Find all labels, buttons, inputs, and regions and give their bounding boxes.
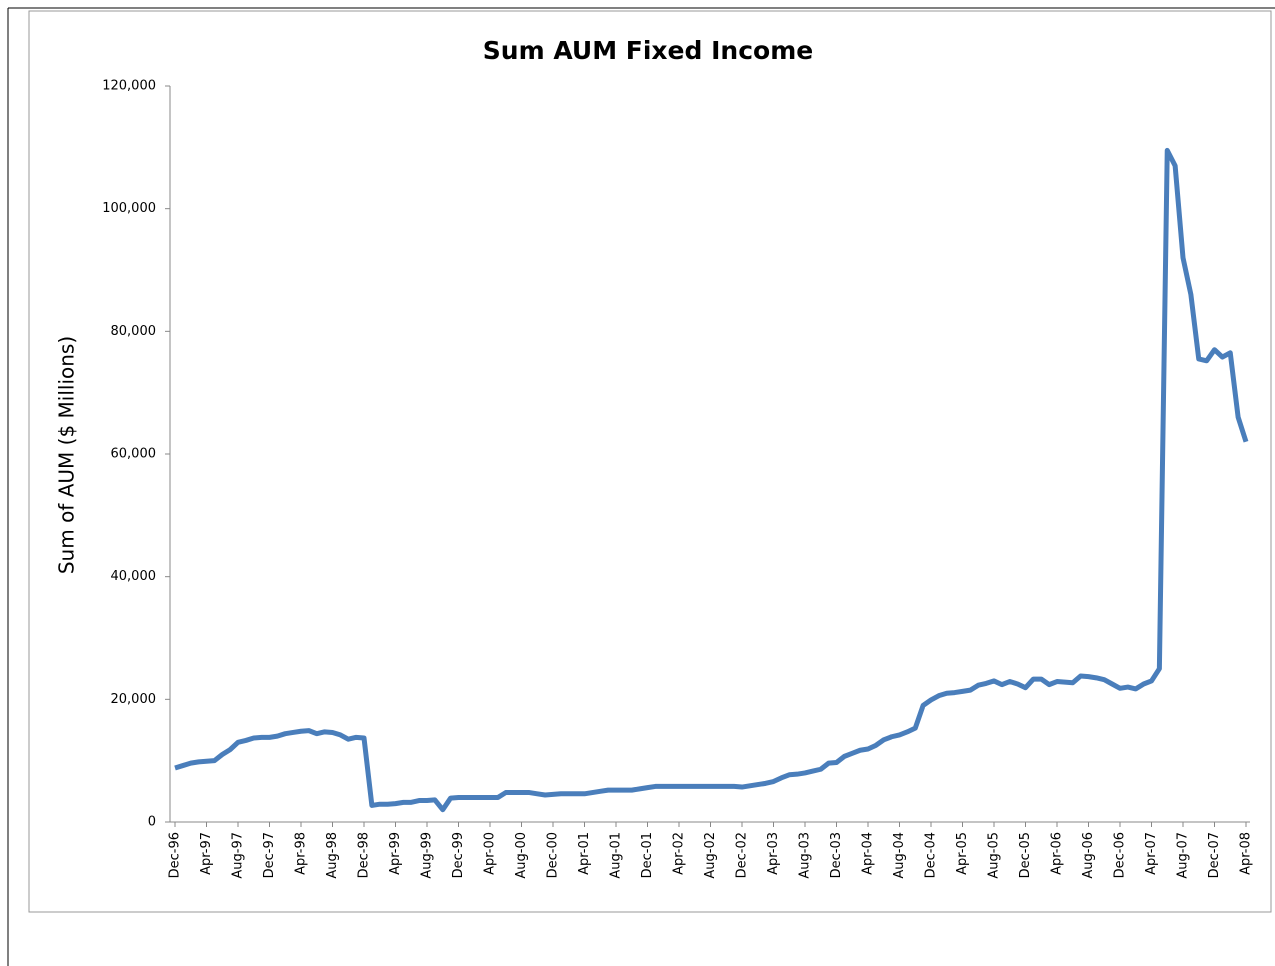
x-tick-label: Apr-01 <box>577 832 592 875</box>
x-tick-label: Aug-03 <box>798 832 813 879</box>
x-tick-label: Apr-04 <box>861 832 876 875</box>
x-tick-label: Dec-06 <box>1113 832 1128 878</box>
x-tick-label: Dec-03 <box>829 832 844 878</box>
x-tick-label: Apr-02 <box>672 832 687 875</box>
x-tick-label: Aug-99 <box>420 832 435 879</box>
x-tick-label: Dec-05 <box>1018 832 1033 878</box>
x-tick-label: Apr-98 <box>294 832 309 875</box>
x-tick-label: Apr-99 <box>388 832 403 875</box>
x-tick-label: Aug-07 <box>1176 832 1191 879</box>
y-tick-label: 60,000 <box>111 447 157 462</box>
x-tick-label: Aug-01 <box>609 832 624 879</box>
x-tick-label: Apr-07 <box>1144 832 1159 875</box>
x-tick-label: Dec-07 <box>1207 832 1222 878</box>
x-tick-label: Apr-97 <box>199 832 214 875</box>
x-tick-label: Dec-98 <box>357 832 372 878</box>
x-tick-label: Apr-06 <box>1050 832 1065 875</box>
x-tick-label: Dec-99 <box>451 832 466 878</box>
x-tick-label: Aug-06 <box>1081 832 1096 879</box>
x-tick-label: Aug-04 <box>892 832 907 879</box>
chart-title: Sum AUM Fixed Income <box>483 36 813 65</box>
x-tick-label: Aug-00 <box>514 832 529 879</box>
x-tick-label: Apr-00 <box>483 832 498 875</box>
y-tick-label: 100,000 <box>102 201 156 216</box>
y-tick-label: 0 <box>148 815 156 830</box>
y-tick-label: 20,000 <box>111 692 157 707</box>
x-tick-label: Apr-03 <box>766 832 781 875</box>
x-tick-label: Dec-96 <box>168 832 183 878</box>
data-line <box>174 147 1249 813</box>
x-tick-label: Apr-08 <box>1239 832 1254 875</box>
y-tick-label: 120,000 <box>102 79 156 94</box>
x-tick-label: Dec-01 <box>640 832 655 878</box>
x-tick-label: Dec-02 <box>735 832 750 878</box>
x-tick-label: Dec-00 <box>546 832 561 878</box>
x-tick-label: Aug-98 <box>325 832 340 879</box>
x-tick-label: Aug-05 <box>987 832 1002 879</box>
x-tick-label: Dec-04 <box>924 832 939 878</box>
chart-area <box>28 10 1272 913</box>
y-axis-label: Sum of AUM ($ Millions) <box>55 336 79 574</box>
x-tick-label: Aug-97 <box>231 832 246 879</box>
x-tick-label: Apr-05 <box>955 832 970 875</box>
y-tick-label: 80,000 <box>111 324 157 339</box>
x-tick-label: Dec-97 <box>262 832 277 878</box>
x-tick-label: Aug-02 <box>703 832 718 879</box>
y-tick-label: 40,000 <box>111 569 157 584</box>
